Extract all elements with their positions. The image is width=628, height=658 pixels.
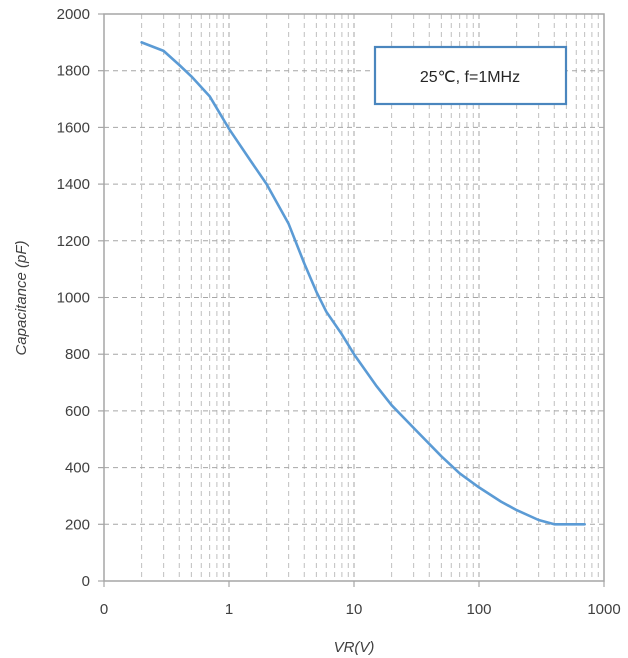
y-tick-label: 1600 <box>57 119 90 136</box>
x-tick-label: 10 <box>346 601 363 618</box>
y-axis-ticks: 0 200 400 600 800 1000 1200 1400 1600 1800 2000 <box>57 6 104 590</box>
y-tick-label: 400 <box>65 460 90 477</box>
y-tick-label: 1000 <box>57 290 90 307</box>
y-axis-label: Capacitance (pF) <box>13 240 30 355</box>
annotation-text: 25℃, f=1MHz <box>420 69 520 86</box>
y-tick-label: 1400 <box>57 176 90 193</box>
y-tick-label: 0 <box>82 573 90 590</box>
x-tick-label: 0 <box>100 601 108 618</box>
annotation-box: 25℃, f=1MHz <box>373 45 568 106</box>
y-tick-label: 1200 <box>57 233 90 250</box>
y-tick-label: 1800 <box>57 63 90 80</box>
x-axis-label: VR(V) <box>334 639 375 656</box>
x-tick-label: 1000 <box>587 601 620 618</box>
x-axis-ticks: 0 1 10 100 1000 <box>100 581 621 618</box>
x-tick-label: 100 <box>466 601 491 618</box>
y-tick-label: 200 <box>65 516 90 533</box>
y-tick-label: 2000 <box>57 6 90 23</box>
x-tick-label: 1 <box>225 601 233 618</box>
y-tick-label: 800 <box>65 346 90 363</box>
capacitance-curve <box>140 41 586 526</box>
y-tick-label: 600 <box>65 403 90 420</box>
